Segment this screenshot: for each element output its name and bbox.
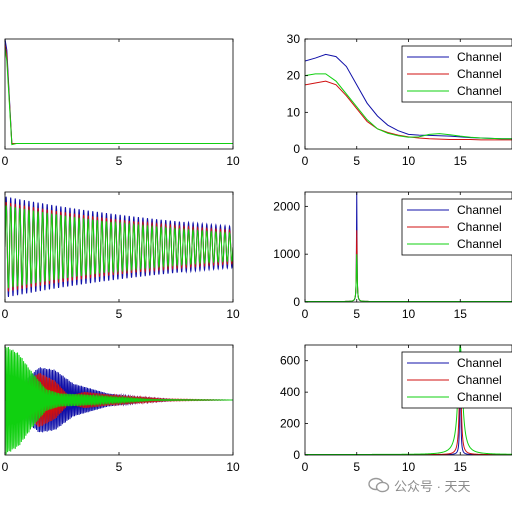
series-group xyxy=(5,39,233,146)
legend-label: Channel xyxy=(457,50,502,64)
series-group xyxy=(5,196,233,297)
x-tick-label: 0 xyxy=(2,154,9,168)
series-line-2 xyxy=(5,44,233,144)
x-tick-label: 15 xyxy=(454,307,468,321)
legend: Channel Channel Channel xyxy=(401,45,512,103)
series-line-3 xyxy=(305,254,512,302)
x-tick-label: 5 xyxy=(353,460,360,474)
x-tick-label: 10 xyxy=(402,460,416,474)
legend-label: Channel xyxy=(457,373,502,387)
x-tick-label: 0 xyxy=(2,460,9,474)
legend-label: Channel xyxy=(457,390,502,404)
series-line-1 xyxy=(5,39,233,144)
y-tick-label: 20 xyxy=(287,69,301,83)
series-group xyxy=(305,53,512,141)
x-tick-label: 10 xyxy=(226,307,240,321)
series-line-3 xyxy=(5,47,233,146)
x-tick-label: 0 xyxy=(302,460,309,474)
y-tick-label: 200 xyxy=(280,417,300,431)
x-tick-label: 10 xyxy=(402,307,416,321)
axes-frame xyxy=(4,38,234,150)
subplot-1: 0 5 10 xyxy=(2,38,240,168)
y-tick-label: 2000 xyxy=(273,199,300,213)
series-line-3 xyxy=(5,346,233,455)
x-tick-label: 0 xyxy=(2,307,9,321)
subplot-grid: 0 5 10 0 5 10 15 0 10 20 30 Channel Channel Channel 0 5… xyxy=(2,32,512,474)
subplot-2: 0 5 10 15 0 10 20 30 Channel Channel Channel xyxy=(287,32,512,168)
legend-label: Channel xyxy=(457,220,502,234)
y-tick-label: 1000 xyxy=(273,247,300,261)
y-tick-label: 30 xyxy=(287,32,301,46)
legend-label: Channel xyxy=(457,84,502,98)
y-tick-label: 0 xyxy=(293,448,300,462)
y-tick-label: 600 xyxy=(280,354,300,368)
legend-label: Channel xyxy=(457,67,502,81)
subplot-6: 0 5 10 15 0 200 400 600 Channel Channel Channel xyxy=(280,344,512,474)
legend: Channel Channel Channel xyxy=(401,198,512,256)
series-line-3 xyxy=(305,73,512,140)
watermark-text: 公众号 · 天天 xyxy=(394,478,471,494)
x-tick-label: 10 xyxy=(226,154,240,168)
x-tick-label: 0 xyxy=(302,154,309,168)
x-tick-label: 5 xyxy=(116,154,123,168)
legend: Channel Channel Channel xyxy=(401,351,512,409)
x-tick-label: 5 xyxy=(116,460,123,474)
x-tick-label: 0 xyxy=(302,307,309,321)
x-tick-label: 5 xyxy=(116,307,123,321)
y-tick-label: 400 xyxy=(280,385,300,399)
y-tick-label: 10 xyxy=(287,105,301,119)
y-tick-label: 0 xyxy=(293,295,300,309)
wechat-icon xyxy=(368,477,390,493)
x-tick-label: 15 xyxy=(454,460,468,474)
watermark: 公众号 · 天天 xyxy=(368,474,471,496)
x-tick-label: 10 xyxy=(402,154,416,168)
x-tick-label: 10 xyxy=(226,460,240,474)
subplot-4: 0 5 10 15 0 1000 2000 Channel Channel Channel xyxy=(273,191,512,321)
legend-label: Channel xyxy=(457,237,502,251)
subplot-3: 0 5 10 xyxy=(2,191,240,321)
x-tick-label: 5 xyxy=(353,307,360,321)
subplot-5: 0 5 10 xyxy=(2,344,240,474)
y-tick-label: 0 xyxy=(293,142,300,156)
legend-label: Channel xyxy=(457,203,502,217)
x-tick-label: 15 xyxy=(454,154,468,168)
x-tick-label: 5 xyxy=(353,154,360,168)
legend-label: Channel xyxy=(457,356,502,370)
series-group xyxy=(5,346,233,455)
series-line-3 xyxy=(5,205,233,289)
